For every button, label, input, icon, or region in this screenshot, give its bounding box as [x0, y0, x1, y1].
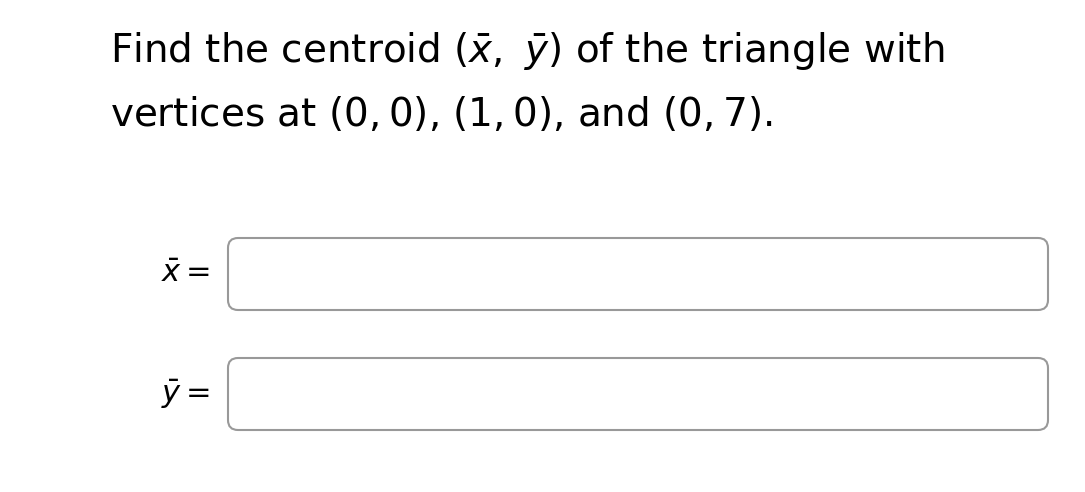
Text: vertices at $(0, 0)$, $(1, 0)$, and $(0, 7)$.: vertices at $(0, 0)$, $(1, 0)$, and $(0,… — [110, 95, 773, 134]
FancyBboxPatch shape — [228, 358, 1048, 430]
FancyBboxPatch shape — [228, 238, 1048, 310]
Text: $\bar{x}=$: $\bar{x}=$ — [161, 259, 210, 288]
Text: $\bar{y}=$: $\bar{y}=$ — [161, 377, 210, 410]
Text: Find the centroid $(\bar{x},\ \bar{y})$ of the triangle with: Find the centroid $(\bar{x},\ \bar{y})$ … — [110, 30, 944, 72]
